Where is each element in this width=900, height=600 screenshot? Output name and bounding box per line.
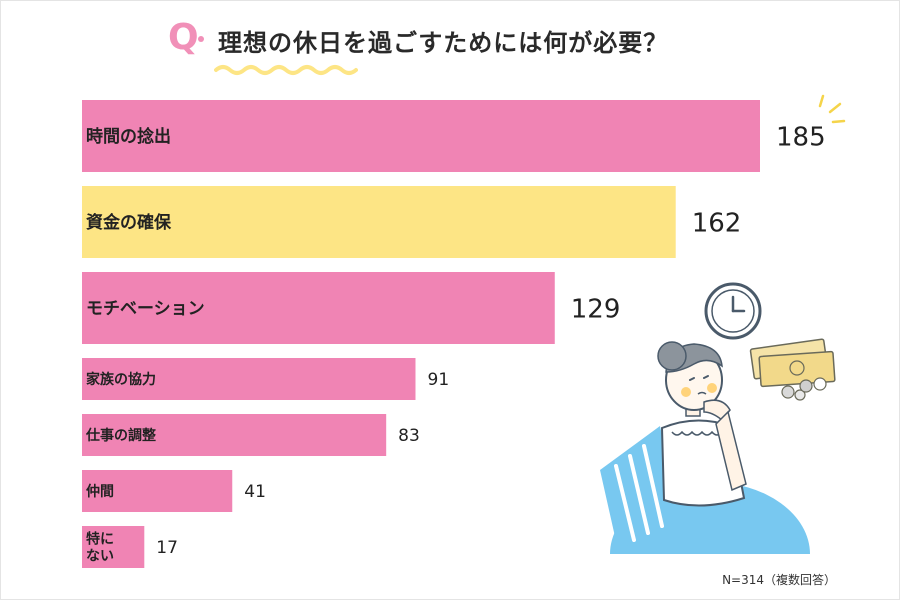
sample-size-note: N=314（複数回答）: [722, 573, 836, 587]
bar-label-1: 時間の捻出: [86, 126, 171, 147]
bar-value-5: 83: [398, 426, 420, 446]
bars-layer: 時間の捻出 185 資金の確保 162 モチベーション 129 家族の協力 91 仕事の調整 83…: [82, 100, 826, 568]
bar-label-7: 特にない: [86, 531, 114, 565]
money-icon: [749, 338, 836, 401]
bar-1: [82, 100, 760, 172]
question-mark-letter: Q: [168, 17, 199, 58]
bar-label-4: 家族の協力: [86, 371, 156, 388]
bar-value-1: 185: [776, 122, 826, 152]
bar-label-3: モチベーション: [86, 299, 205, 319]
sparkle-icon: [818, 94, 846, 124]
clock-icon: [704, 282, 762, 340]
bar-6: [82, 470, 233, 512]
bar-5: [82, 414, 387, 456]
bar-value-7: 17: [156, 538, 178, 558]
bar-value-2: 162: [692, 208, 742, 238]
title-wavy-underline: [214, 65, 358, 75]
bar-value-4: 91: [428, 370, 450, 390]
bar-value-3: 129: [571, 294, 621, 324]
bar-2: [82, 186, 676, 258]
bar-7: [82, 526, 145, 568]
bar-label-5: 仕事の調整: [85, 427, 157, 444]
chart-title: 理想の休日を過ごすためには何が必要？: [218, 29, 669, 57]
question-dot: [198, 36, 204, 42]
bar-label-6: 仲間: [86, 483, 114, 500]
bar-label-2: 資金の確保: [86, 212, 172, 233]
chart-title-area: Q 理想の休日を過ごすためには何が必要？: [0, 14, 900, 75]
bar-3: [82, 272, 555, 344]
bar-4: [82, 358, 416, 400]
bar-value-6: 41: [244, 482, 266, 502]
thinking-person-illustration: [600, 341, 810, 554]
